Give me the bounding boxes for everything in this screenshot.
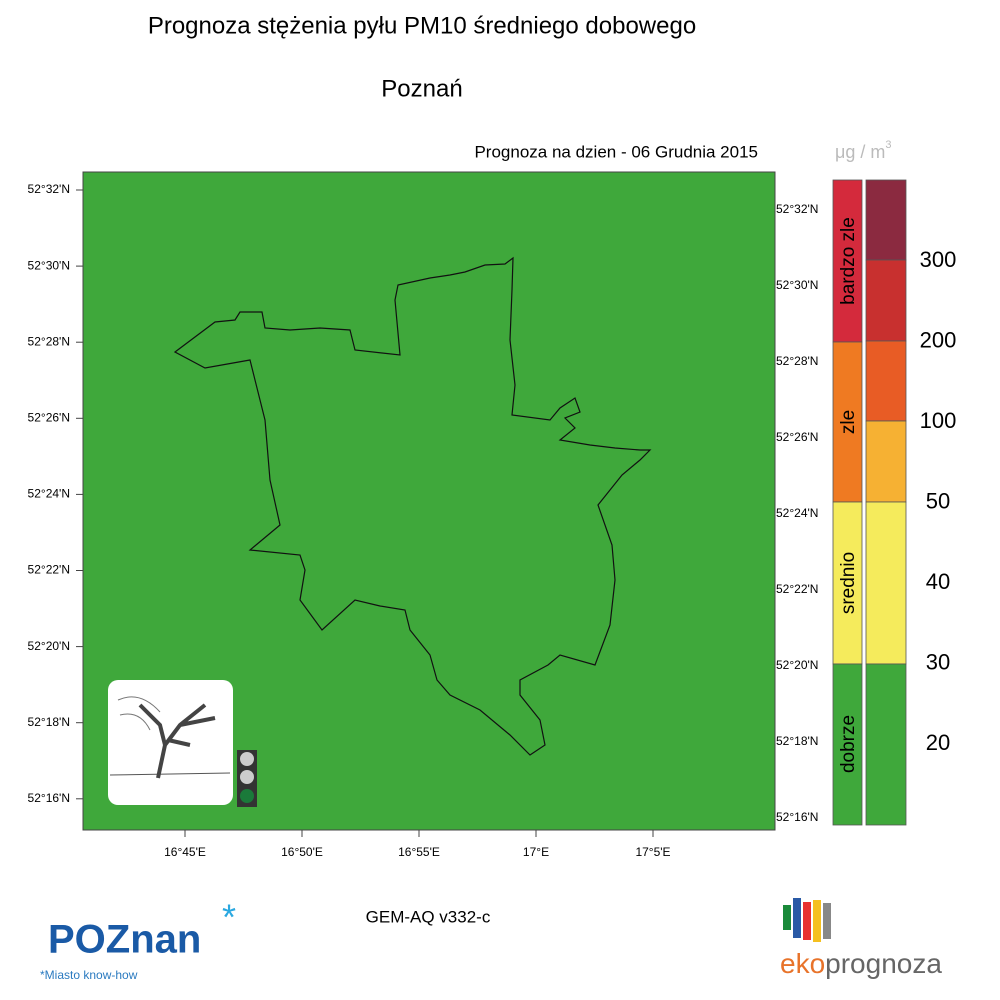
lat-label-right: 52°20'N bbox=[776, 658, 818, 672]
lat-label-left: 52°16'N bbox=[28, 791, 70, 805]
model-name: GEM-AQ v332-c bbox=[366, 907, 491, 926]
lat-label-right: 52°24'N bbox=[776, 506, 818, 520]
lat-label-left: 52°30'N bbox=[28, 258, 70, 272]
logo-ekoprognoza: ekoprognoza bbox=[780, 948, 942, 979]
unit: μg / m3 bbox=[835, 139, 892, 162]
lat-label-right: 52°30'N bbox=[776, 278, 818, 292]
logo-poznan: POZnan bbox=[48, 918, 201, 962]
lat-label-left: 52°24'N bbox=[28, 487, 70, 501]
lat-label-right: 52°18'N bbox=[776, 734, 818, 748]
legend-threshold: 200 bbox=[920, 327, 957, 352]
legend-threshold: 20 bbox=[926, 730, 950, 755]
title: Prognoza stężenia pyłu PM10 średniego do… bbox=[148, 12, 696, 39]
lon-label: 16°45'E bbox=[164, 845, 206, 859]
legend-category: bardzo zle bbox=[838, 217, 859, 305]
legend-bar bbox=[832, 179, 907, 826]
lat-label-left: 52°18'N bbox=[28, 715, 70, 729]
lat-label-left: 52°26'N bbox=[28, 410, 70, 424]
lat-label-right: 52°16'N bbox=[776, 810, 818, 824]
lon-label: 16°55'E bbox=[398, 845, 440, 859]
lon-label: 17°E bbox=[523, 845, 549, 859]
legend-category: dobrze bbox=[838, 715, 859, 773]
lat-label-right: 52°32'N bbox=[776, 202, 818, 216]
legend-threshold: 40 bbox=[926, 569, 950, 594]
lat-label-right: 52°22'N bbox=[776, 582, 818, 596]
eko-bars bbox=[783, 898, 831, 942]
legend-category: srednio bbox=[838, 552, 859, 614]
lat-label-left: 52°20'N bbox=[28, 639, 70, 653]
lat-label-left: 52°28'N bbox=[28, 334, 70, 348]
legend-threshold: 100 bbox=[920, 408, 957, 433]
lon-label: 17°5'E bbox=[635, 845, 670, 859]
weather-icon bbox=[108, 680, 233, 805]
lat-label-left: 52°32'N bbox=[28, 182, 70, 196]
lat-label-right: 52°28'N bbox=[776, 354, 818, 368]
legend-threshold: 50 bbox=[926, 488, 950, 513]
logo-tagline: *Miasto know-how bbox=[40, 968, 138, 982]
forecast-date: Prognoza na dzien - 06 Grudnia 2015 bbox=[474, 142, 758, 161]
legend-threshold: 300 bbox=[920, 247, 957, 272]
logo-asterisk: * bbox=[222, 897, 236, 938]
city-boundary bbox=[173, 256, 652, 756]
legend-threshold: 30 bbox=[926, 649, 950, 674]
lon-label: 16°50'E bbox=[281, 845, 323, 859]
subtitle: Poznań bbox=[381, 75, 462, 102]
legend-category: zle bbox=[838, 410, 859, 434]
lat-label-left: 52°22'N bbox=[28, 563, 70, 577]
lat-label-right: 52°26'N bbox=[776, 430, 818, 444]
traffic-light bbox=[237, 750, 257, 807]
